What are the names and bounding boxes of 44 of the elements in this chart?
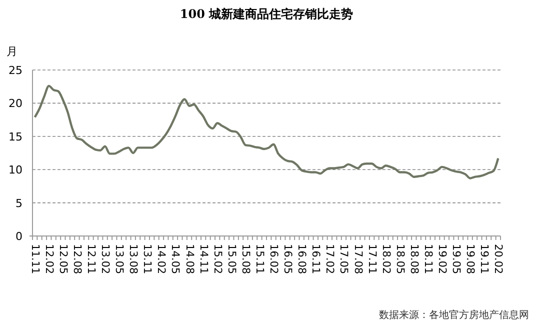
x-tick-label: 18.11 (422, 244, 434, 274)
x-tick-label: 15.05 (225, 244, 238, 274)
x-tick-label: 13.05 (113, 244, 126, 274)
x-tick-label: 14.05 (169, 244, 182, 274)
x-tick-label: 19.05 (450, 244, 462, 274)
x-tick-label: 19.11 (478, 244, 490, 274)
x-tick-label: 15.08 (239, 244, 252, 274)
x-tick-label: 15.02 (211, 244, 224, 274)
x-tick-label: 17.11 (366, 244, 378, 274)
x-tick-label: 12.02 (42, 244, 55, 274)
x-tick-label: 18.05 (394, 244, 406, 274)
x-tick-label: 16.08 (296, 244, 308, 274)
x-tick-label: 16.05 (282, 244, 294, 274)
x-tick-label: 13.11 (141, 244, 154, 274)
y-axis-title: 月 (6, 45, 18, 58)
x-tick-label: 17.08 (352, 244, 364, 274)
y-tick-label: 0 (16, 230, 22, 243)
y-tick-label: 5 (16, 196, 22, 210)
x-tick-label: 12.11 (85, 244, 97, 274)
x-tick-label: 13.08 (127, 244, 140, 274)
x-tick-label: 18.08 (408, 244, 420, 274)
y-tick-label: 20 (8, 97, 22, 110)
source-note: 数据来源：各地官方房地产信息网 (379, 309, 529, 321)
y-tick-label: 25 (8, 64, 22, 77)
x-tick-label: 20.02 (492, 244, 504, 274)
y-tick-label: 15 (8, 130, 22, 144)
x-tick-label: 13.02 (99, 244, 112, 274)
x-tick-label: 14.08 (183, 244, 196, 274)
x-tick-label: 12.05 (56, 244, 69, 274)
x-tick-label: 12.08 (70, 244, 83, 274)
x-tick-label: 17.05 (338, 244, 350, 274)
x-tick-label: 19.02 (436, 244, 448, 274)
x-tick-label: 18.02 (380, 244, 392, 274)
x-tick-label: 14.02 (155, 244, 168, 274)
x-tick-label: 17.02 (324, 244, 336, 274)
line-series (34, 84, 500, 180)
x-tick-label: 14.11 (197, 244, 210, 274)
x-tick-label: 19.08 (464, 244, 476, 274)
x-tick-label: 15.11 (253, 244, 266, 274)
chart-title: 100 城新建商品住宅存销比走势 (180, 7, 354, 21)
x-tick-label: 16.02 (268, 244, 280, 274)
x-tick-label: 11.11 (28, 244, 41, 274)
y-tick-label: 10 (8, 164, 22, 177)
x-tick-label: 16.11 (310, 244, 322, 274)
